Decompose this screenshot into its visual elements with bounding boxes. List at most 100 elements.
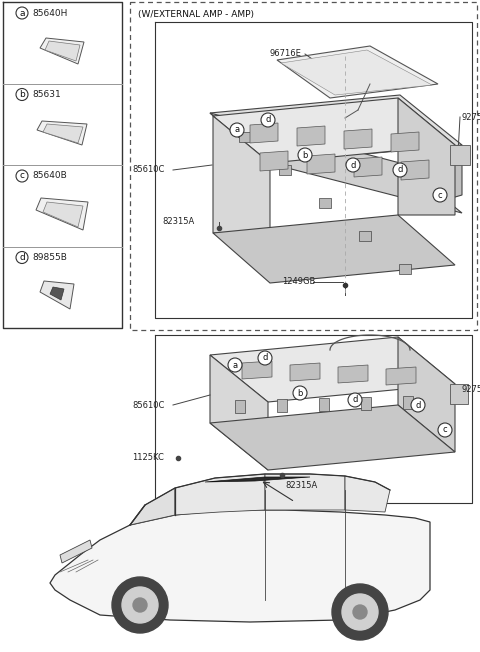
- Text: 89855B: 89855B: [32, 253, 67, 262]
- Text: d: d: [350, 160, 356, 170]
- Polygon shape: [60, 540, 92, 563]
- Circle shape: [393, 163, 407, 177]
- Text: 96716E: 96716E: [270, 50, 302, 59]
- Circle shape: [16, 170, 28, 182]
- Polygon shape: [242, 361, 272, 379]
- Circle shape: [348, 393, 362, 407]
- Circle shape: [122, 587, 158, 623]
- Polygon shape: [50, 287, 64, 300]
- Text: 92750A: 92750A: [462, 385, 480, 394]
- Polygon shape: [277, 46, 438, 98]
- Circle shape: [342, 594, 378, 630]
- Circle shape: [133, 598, 147, 612]
- Text: c: c: [443, 426, 447, 434]
- Text: b: b: [19, 90, 25, 99]
- Polygon shape: [37, 121, 87, 145]
- Polygon shape: [386, 367, 416, 385]
- Circle shape: [433, 188, 447, 202]
- Polygon shape: [40, 281, 74, 309]
- Polygon shape: [403, 396, 413, 409]
- Polygon shape: [319, 398, 329, 411]
- Polygon shape: [401, 160, 429, 180]
- Polygon shape: [40, 38, 84, 64]
- Polygon shape: [450, 384, 468, 404]
- Polygon shape: [213, 98, 455, 163]
- Polygon shape: [130, 488, 175, 525]
- Text: 85631: 85631: [32, 90, 61, 99]
- Polygon shape: [277, 399, 287, 412]
- Circle shape: [228, 358, 242, 372]
- Text: a: a: [234, 125, 240, 134]
- Polygon shape: [210, 355, 268, 470]
- Polygon shape: [239, 132, 251, 142]
- Polygon shape: [399, 264, 411, 274]
- Polygon shape: [265, 474, 345, 510]
- Polygon shape: [45, 41, 80, 61]
- Polygon shape: [307, 154, 335, 174]
- Polygon shape: [338, 365, 368, 383]
- Polygon shape: [279, 166, 291, 175]
- Circle shape: [438, 423, 452, 437]
- Polygon shape: [400, 145, 462, 213]
- Text: b: b: [302, 151, 308, 160]
- Polygon shape: [391, 132, 419, 152]
- Polygon shape: [175, 474, 265, 515]
- Text: d: d: [265, 115, 271, 125]
- Text: d: d: [19, 253, 25, 262]
- Polygon shape: [50, 510, 430, 622]
- Polygon shape: [345, 476, 390, 512]
- Text: 82315A: 82315A: [285, 481, 317, 490]
- Circle shape: [16, 89, 28, 100]
- Text: 82315A: 82315A: [162, 218, 194, 226]
- Polygon shape: [319, 198, 331, 209]
- Circle shape: [293, 386, 307, 400]
- Polygon shape: [398, 98, 455, 215]
- Circle shape: [112, 577, 168, 633]
- Circle shape: [261, 113, 275, 127]
- Text: d: d: [262, 353, 268, 363]
- Text: b: b: [297, 389, 303, 398]
- Polygon shape: [450, 145, 470, 165]
- Polygon shape: [354, 157, 382, 177]
- Polygon shape: [281, 50, 432, 95]
- Text: c: c: [438, 190, 442, 200]
- Text: (W/EXTERNAL AMP - AMP): (W/EXTERNAL AMP - AMP): [138, 10, 254, 19]
- Polygon shape: [398, 337, 455, 452]
- Polygon shape: [43, 202, 83, 227]
- Circle shape: [298, 148, 312, 162]
- Polygon shape: [344, 129, 372, 149]
- Polygon shape: [210, 405, 455, 470]
- Circle shape: [230, 123, 244, 137]
- Circle shape: [16, 7, 28, 19]
- Text: a: a: [19, 8, 25, 18]
- Text: 85610C: 85610C: [132, 166, 164, 175]
- Text: c: c: [20, 171, 24, 181]
- Text: 1125KC: 1125KC: [132, 454, 164, 462]
- Polygon shape: [210, 95, 462, 163]
- Text: 85640H: 85640H: [32, 8, 67, 18]
- Circle shape: [332, 584, 388, 640]
- Polygon shape: [36, 198, 88, 230]
- Polygon shape: [290, 363, 320, 381]
- Polygon shape: [361, 397, 371, 410]
- Text: d: d: [352, 396, 358, 404]
- Polygon shape: [210, 113, 462, 213]
- Circle shape: [353, 605, 367, 619]
- Polygon shape: [213, 215, 455, 283]
- Polygon shape: [205, 477, 310, 482]
- Text: 85610C: 85610C: [132, 400, 164, 409]
- Text: a: a: [232, 361, 238, 370]
- Text: d: d: [397, 166, 403, 175]
- Circle shape: [16, 252, 28, 263]
- Text: 85640B: 85640B: [32, 171, 67, 181]
- Polygon shape: [260, 151, 288, 171]
- Circle shape: [258, 351, 272, 365]
- Polygon shape: [297, 126, 325, 146]
- Polygon shape: [213, 116, 270, 233]
- Polygon shape: [210, 337, 455, 402]
- Polygon shape: [250, 123, 278, 143]
- Text: 1249GB: 1249GB: [282, 278, 315, 286]
- Text: 92750A: 92750A: [462, 113, 480, 121]
- Polygon shape: [235, 400, 245, 413]
- Circle shape: [346, 158, 360, 172]
